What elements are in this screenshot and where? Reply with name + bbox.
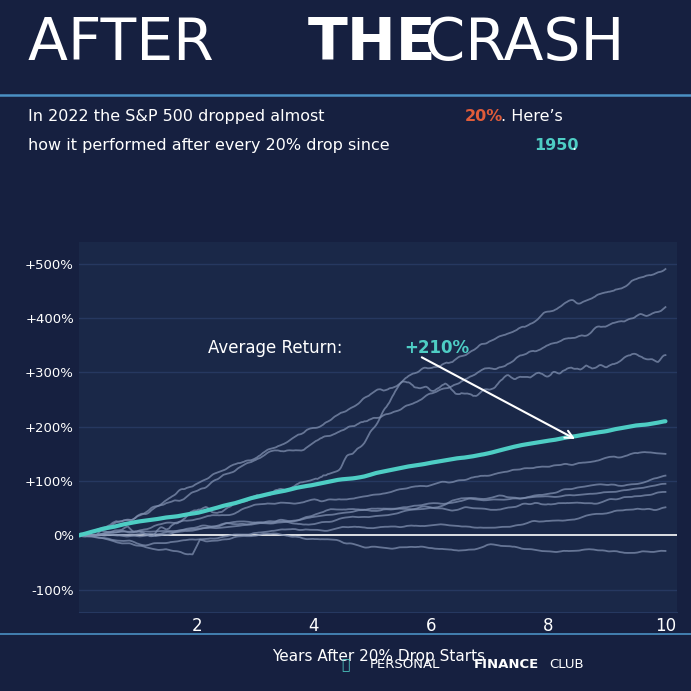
Text: AFTER: AFTER	[28, 15, 232, 72]
Text: . Here’s: . Here’s	[501, 109, 562, 124]
Text: THE: THE	[307, 15, 436, 72]
Text: CLUB: CLUB	[549, 659, 584, 671]
Text: FINANCE: FINANCE	[473, 659, 538, 671]
Text: +210%: +210%	[405, 339, 470, 357]
Text: Average Return:: Average Return:	[209, 339, 348, 357]
Text: In 2022 the S&P 500 dropped almost: In 2022 the S&P 500 dropped almost	[28, 109, 330, 124]
Text: CRASH: CRASH	[406, 15, 624, 72]
Text: how it performed after every 20% drop since: how it performed after every 20% drop si…	[28, 138, 395, 153]
Text: 20%: 20%	[464, 109, 502, 124]
Text: 1950: 1950	[534, 138, 578, 153]
Text: PERSONAL: PERSONAL	[370, 659, 440, 671]
Text: .: .	[571, 138, 576, 153]
X-axis label: Years After 20% Drop Starts: Years After 20% Drop Starts	[272, 649, 485, 664]
Text: Ⓟ: Ⓟ	[341, 658, 350, 672]
